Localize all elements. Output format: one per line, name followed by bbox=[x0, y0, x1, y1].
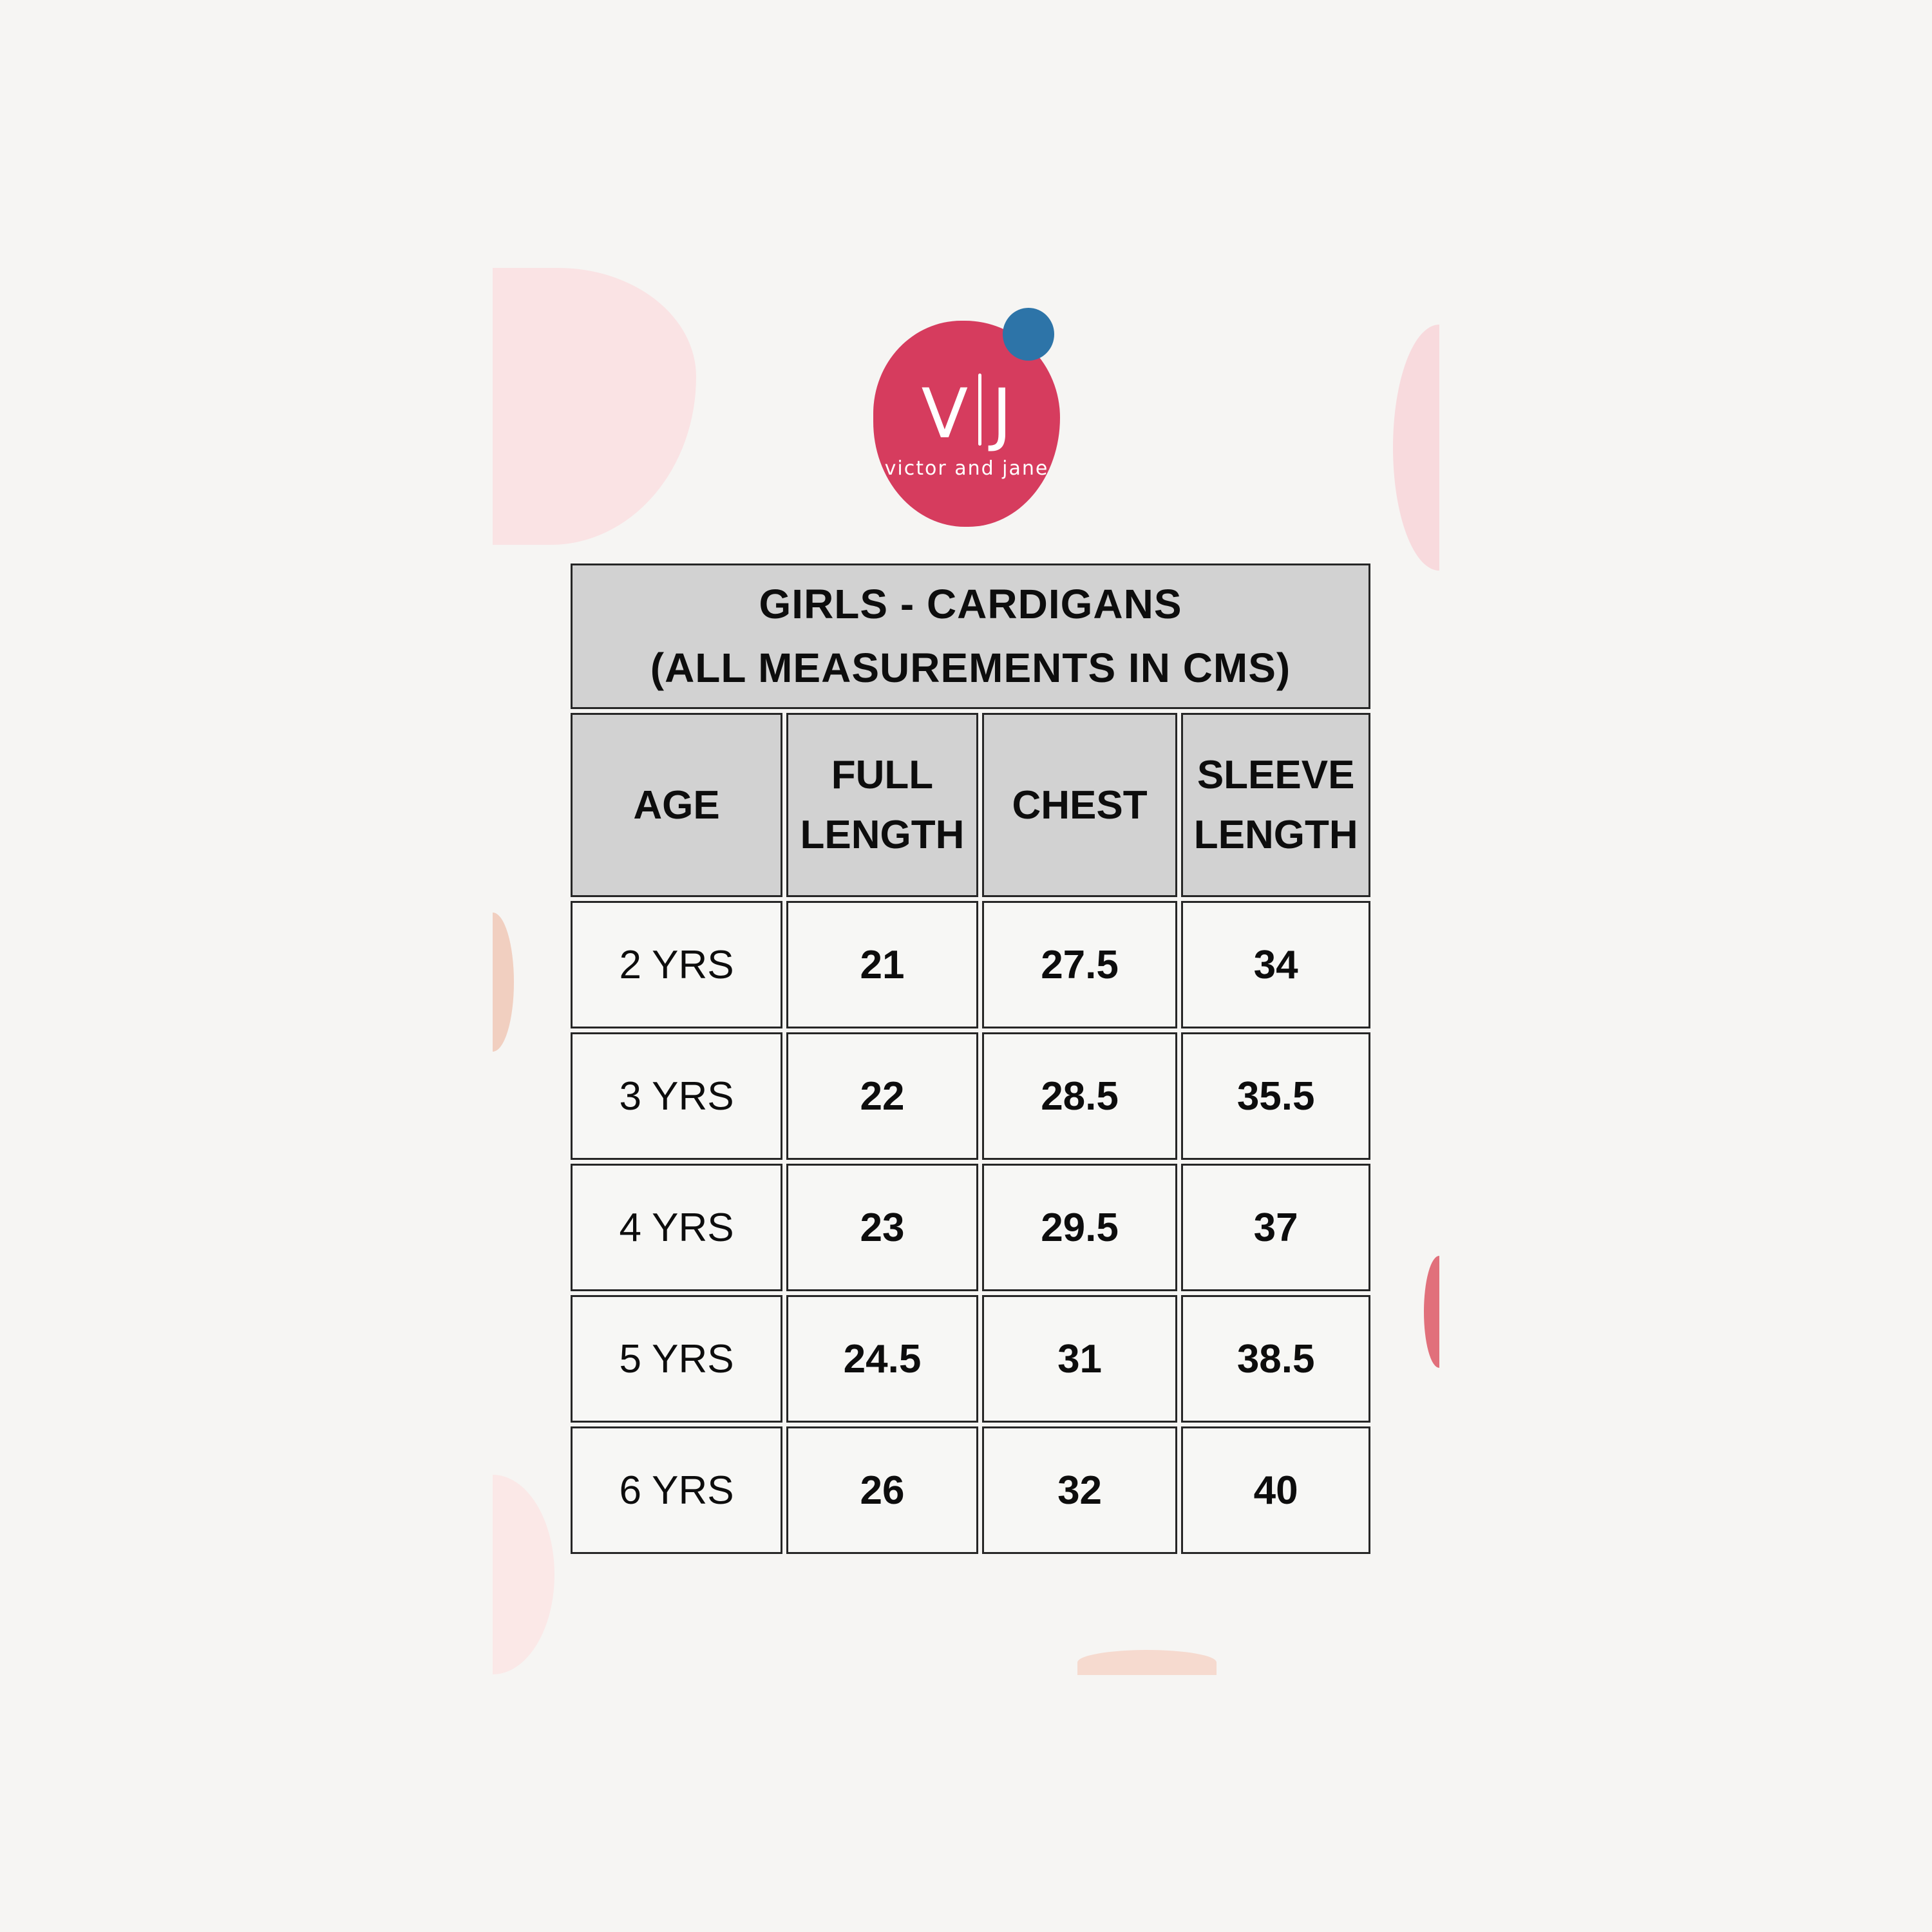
row-6yrs-full-length: 26 bbox=[786, 1426, 978, 1554]
row-3yrs-sleeve-length: 35.5 bbox=[1181, 1032, 1370, 1160]
table-title-line1: GIRLS - CARDIGANS bbox=[759, 580, 1182, 627]
logo-accent-dot bbox=[1003, 308, 1054, 361]
row-6yrs-age: 6 YRS bbox=[571, 1426, 783, 1554]
brand-initials-divider bbox=[978, 373, 982, 446]
design-band: V J victor and jane bbox=[493, 0, 1439, 1932]
brand-initial-v: V bbox=[921, 374, 969, 453]
decor-sliver-right bbox=[1424, 1256, 1439, 1368]
column-header-full-length: FULL LENGTH bbox=[786, 713, 978, 897]
row-2yrs-sleeve-length: 34 bbox=[1181, 901, 1370, 1028]
row-4yrs-chest: 29.5 bbox=[981, 1164, 1178, 1291]
row-5yrs-sleeve-length: 38.5 bbox=[1181, 1295, 1370, 1423]
row-3yrs-age: 3 YRS bbox=[571, 1032, 783, 1160]
row-2yrs-chest: 27.5 bbox=[981, 901, 1178, 1028]
row-3yrs-chest: 28.5 bbox=[981, 1032, 1178, 1160]
brand-initials: V J bbox=[921, 373, 1012, 453]
row-6yrs-sleeve-length: 40 bbox=[1181, 1426, 1370, 1554]
decor-blob-top-left bbox=[493, 268, 696, 545]
row-5yrs-age: 5 YRS bbox=[571, 1295, 783, 1423]
brand-initial-j: J bbox=[992, 374, 1012, 453]
table-title-line2: (ALL MEASUREMENTS IN CMS) bbox=[650, 645, 1291, 691]
row-6yrs-chest: 32 bbox=[981, 1426, 1178, 1554]
table-title: GIRLS - CARDIGANS (ALL MEASUREMENTS IN C… bbox=[571, 564, 1370, 709]
brand-tagline: victor and jane bbox=[884, 457, 1049, 480]
column-header-sleeve-length: SLEEVE LENGTH bbox=[1181, 713, 1370, 897]
decor-dome-bottom bbox=[1077, 1650, 1217, 1675]
row-4yrs-age: 4 YRS bbox=[571, 1164, 783, 1291]
row-4yrs-full-length: 23 bbox=[786, 1164, 978, 1291]
row-2yrs-age: 2 YRS bbox=[571, 901, 783, 1028]
decor-half-circle-bottom-left bbox=[493, 1475, 554, 1674]
column-header-age: AGE bbox=[571, 713, 783, 897]
decor-crescent-left-mid bbox=[493, 913, 514, 1052]
row-2yrs-full-length: 21 bbox=[786, 901, 978, 1028]
row-5yrs-full-length: 24.5 bbox=[786, 1295, 978, 1423]
decor-crescent-right-top bbox=[1393, 325, 1439, 571]
size-chart-table: GIRLS - CARDIGANS (ALL MEASUREMENTS IN C… bbox=[571, 564, 1370, 1554]
row-4yrs-sleeve-length: 37 bbox=[1181, 1164, 1370, 1291]
row-3yrs-full-length: 22 bbox=[786, 1032, 978, 1160]
row-5yrs-chest: 31 bbox=[981, 1295, 1178, 1423]
column-header-chest: CHEST bbox=[981, 713, 1178, 897]
